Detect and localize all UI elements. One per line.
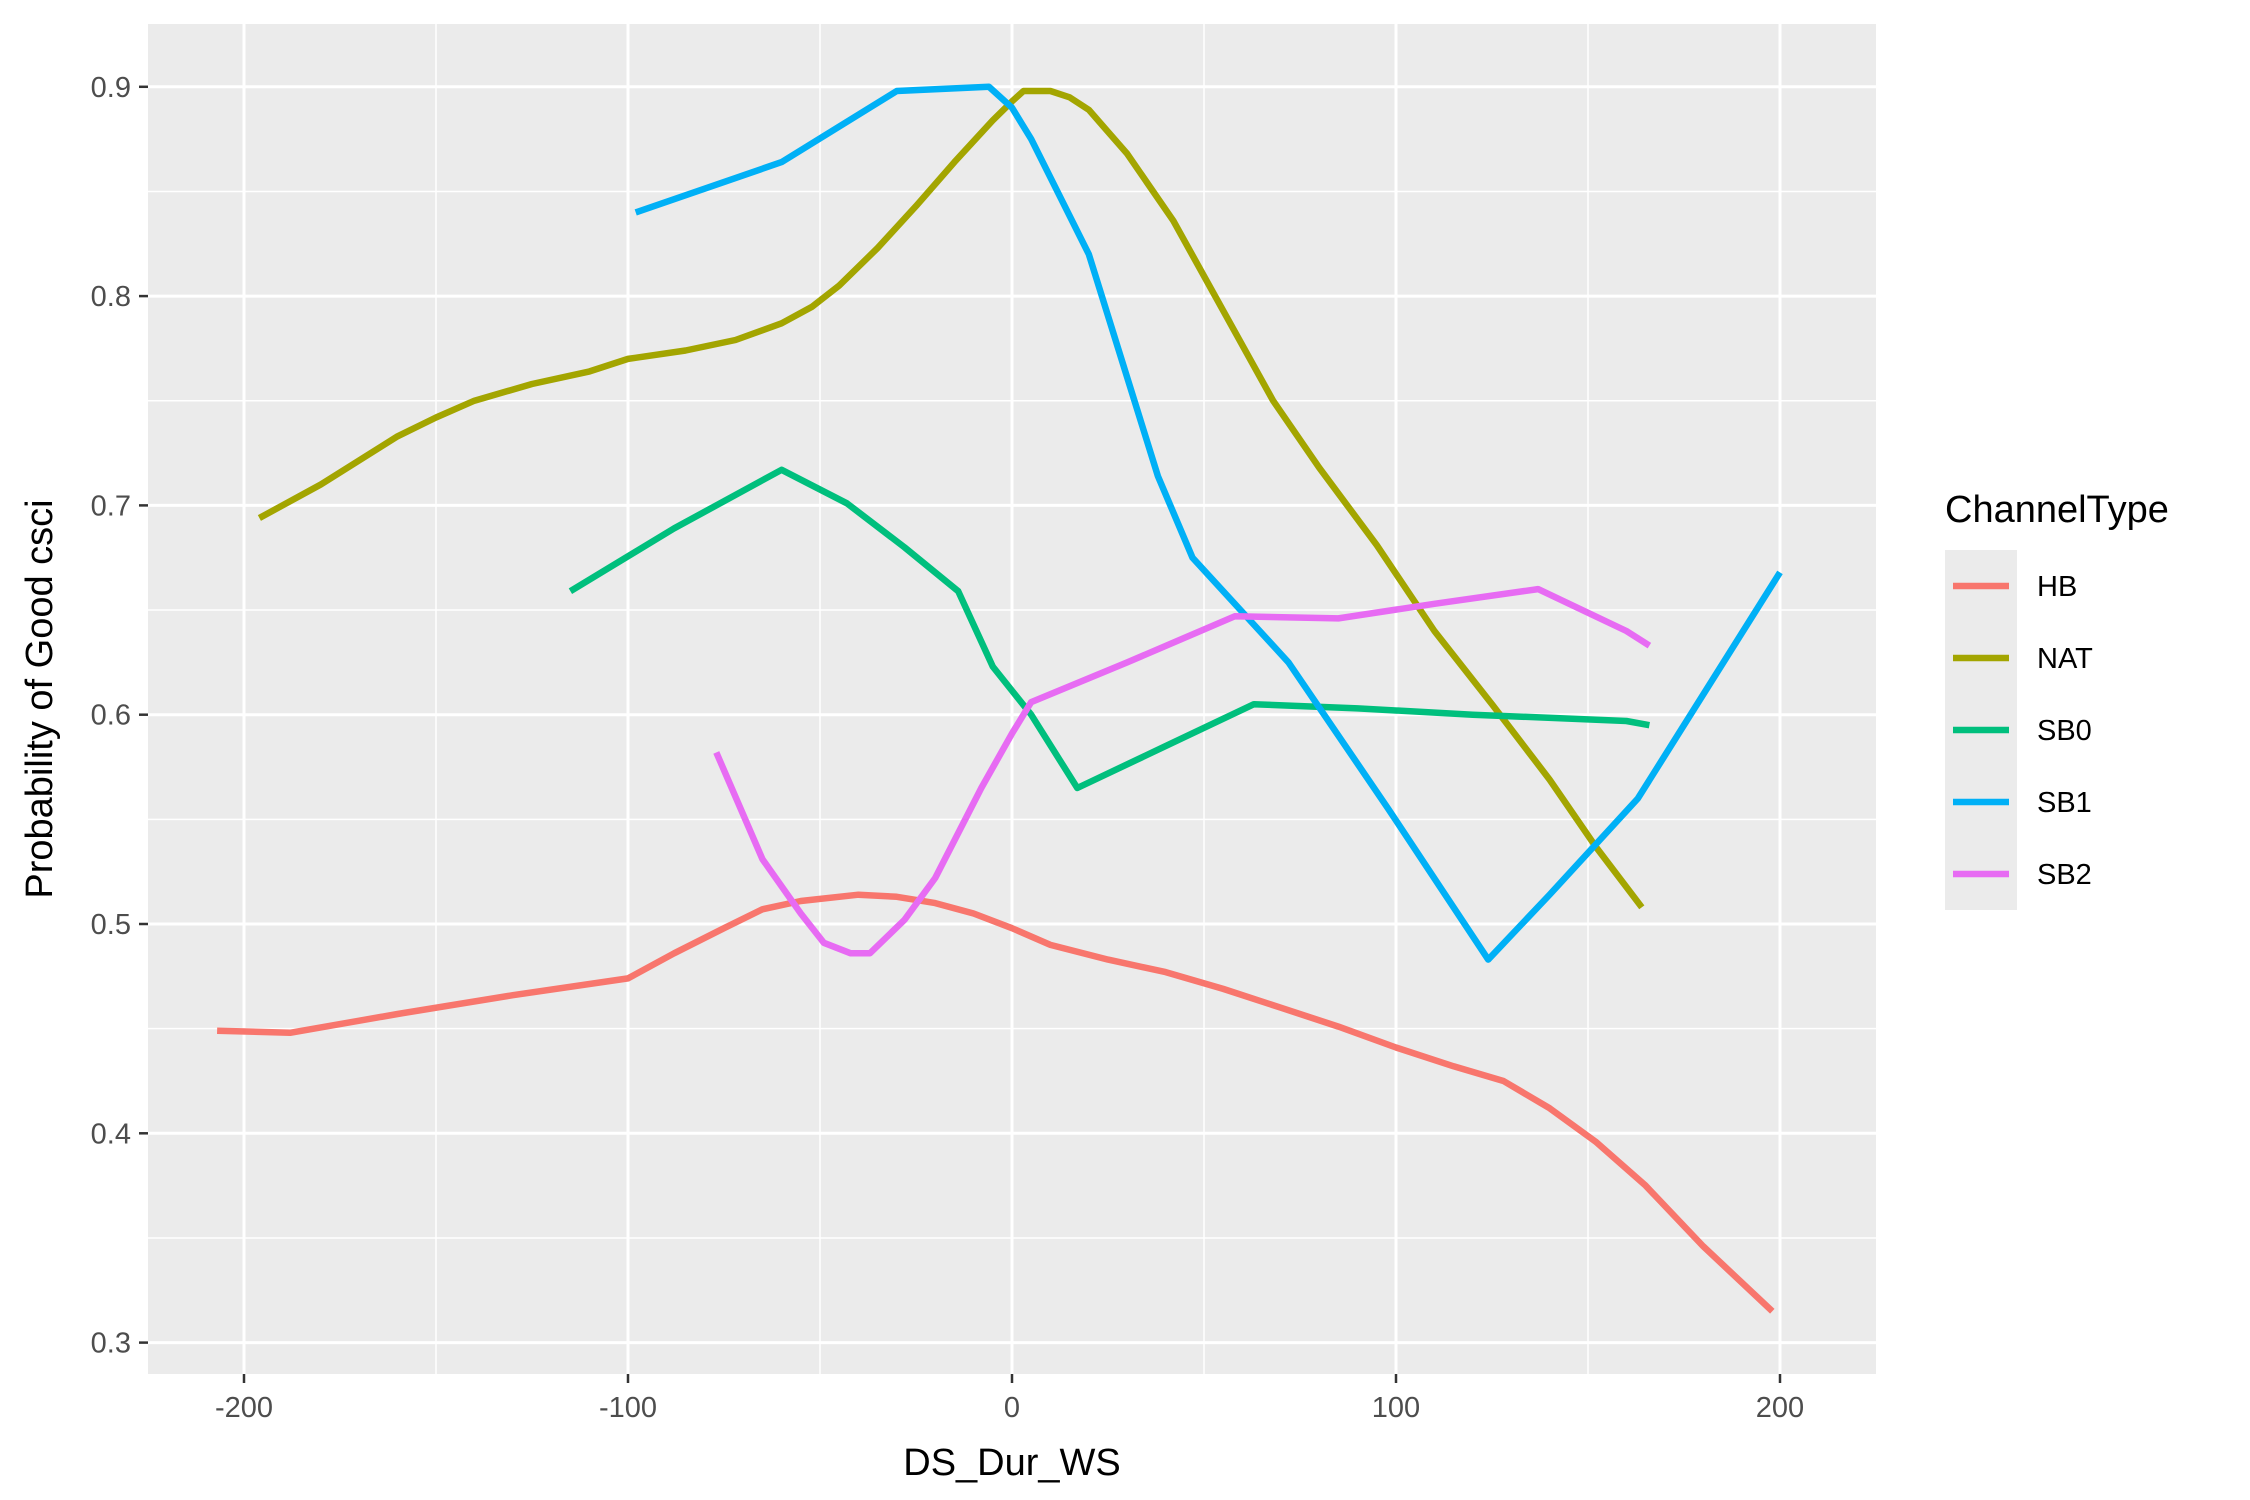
- y-tick-label: 0.6: [91, 700, 131, 732]
- x-tick-label: -200: [215, 1392, 273, 1424]
- legend-label-hb: HB: [2037, 571, 2077, 603]
- legend: ChannelType HB NAT SB0 SB1 SB2: [1945, 489, 2169, 910]
- legend-label-sb0: SB0: [2037, 715, 2092, 747]
- legend-label-sb2: SB2: [2037, 859, 2092, 891]
- legend-title: ChannelType: [1945, 489, 2169, 531]
- x-axis-title: DS_Dur_WS: [903, 1442, 1121, 1484]
- y-axis-title: Probability of Good csci: [19, 499, 61, 898]
- legend-label-nat: NAT: [2037, 643, 2093, 675]
- x-axis: -200 -100 0 100 200: [215, 1374, 1804, 1424]
- major-gridlines: [148, 24, 1876, 1374]
- y-tick-label: 0.9: [91, 72, 131, 104]
- series-line-sb1: [634, 83, 1783, 963]
- series-line-sb0: [568, 466, 1650, 792]
- x-tick-label: -100: [599, 1392, 657, 1424]
- series-line-sb2: [713, 585, 1652, 957]
- x-tick-label: 100: [1372, 1392, 1420, 1424]
- x-tick-label: 200: [1756, 1392, 1804, 1424]
- y-tick-label: 0.4: [91, 1118, 131, 1150]
- y-tick-label: 0.5: [91, 909, 131, 941]
- series-line-hb: [217, 891, 1775, 1314]
- y-tick-label: 0.7: [91, 490, 131, 522]
- y-axis: 0.3 0.4 0.5 0.6 0.7 0.8 0.9: [91, 72, 148, 1360]
- y-tick-label: 0.3: [91, 1328, 131, 1360]
- legend-label-sb1: SB1: [2037, 787, 2092, 819]
- y-tick-label: 0.8: [91, 281, 131, 313]
- x-tick-label: 0: [1004, 1392, 1020, 1424]
- series-line-nat: [257, 87, 1645, 910]
- series-lines: [217, 83, 1783, 1314]
